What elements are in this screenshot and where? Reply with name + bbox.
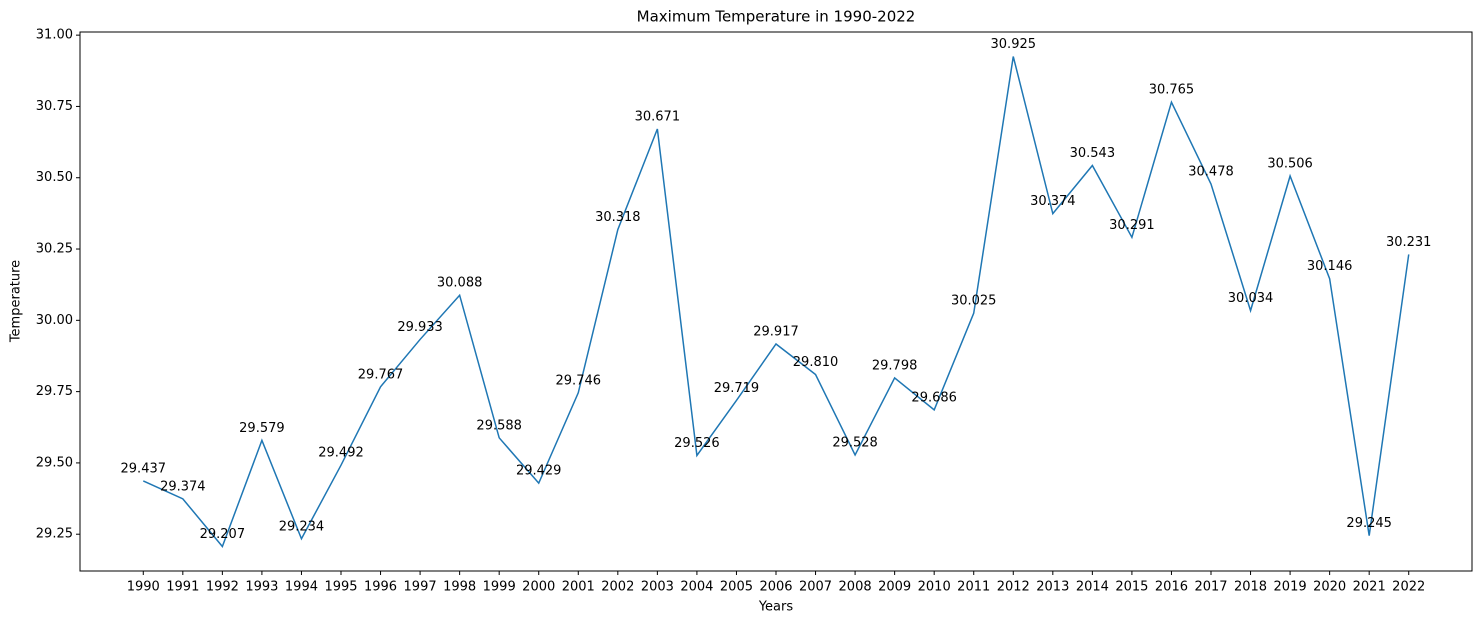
x-tick-label: 1990 — [127, 580, 160, 595]
data-label: 29.810 — [793, 355, 839, 370]
x-tick-label: 2008 — [839, 580, 872, 595]
data-label: 29.207 — [200, 527, 246, 542]
y-tick-label: 29.75 — [36, 384, 73, 399]
chart-title: Maximum Temperature in 1990-2022 — [637, 8, 916, 26]
data-label: 29.917 — [753, 324, 799, 339]
data-label: 30.765 — [1149, 83, 1195, 98]
y-tick-label: 29.25 — [36, 527, 73, 542]
x-tick-label: 2014 — [1076, 580, 1109, 595]
data-label: 30.374 — [1030, 194, 1076, 209]
data-label: 29.374 — [160, 479, 206, 494]
data-label: 29.719 — [714, 381, 760, 396]
data-label: 30.478 — [1188, 165, 1234, 180]
data-label: 29.234 — [279, 519, 325, 534]
x-axis-label: Years — [758, 600, 794, 615]
data-label: 30.088 — [437, 276, 483, 291]
x-tick-label: 2000 — [522, 580, 555, 595]
y-axis-label: Temperature — [9, 260, 24, 343]
data-label: 29.245 — [1346, 516, 1392, 531]
x-tick-label: 2015 — [1115, 580, 1148, 595]
x-tick-label: 2020 — [1313, 580, 1346, 595]
y-tick-label: 30.00 — [36, 313, 73, 328]
data-label: 29.526 — [674, 436, 720, 451]
x-tick-label: 2010 — [918, 580, 951, 595]
data-label: 30.034 — [1228, 291, 1274, 306]
x-tick-label: 2012 — [997, 580, 1030, 595]
x-tick-label: 2011 — [957, 580, 990, 595]
x-tick-label: 1997 — [404, 580, 437, 595]
data-label: 30.025 — [951, 294, 997, 309]
x-tick-label: 2002 — [601, 580, 634, 595]
data-label: 29.686 — [911, 390, 957, 405]
x-tick-label: 2016 — [1155, 580, 1188, 595]
data-label: 29.767 — [358, 367, 404, 382]
data-label: 30.146 — [1307, 259, 1353, 274]
data-label: 30.318 — [595, 210, 641, 225]
x-tick-label: 2004 — [680, 580, 713, 595]
data-label: 29.746 — [556, 373, 602, 388]
x-tick-label: 2019 — [1274, 580, 1307, 595]
data-label: 29.933 — [397, 320, 443, 335]
data-label: 30.506 — [1267, 157, 1313, 172]
x-tick-label: 2001 — [562, 580, 595, 595]
x-tick-label: 1991 — [166, 580, 199, 595]
data-label: 29.579 — [239, 421, 285, 436]
data-label: 29.437 — [121, 461, 167, 476]
x-tick-label: 2006 — [759, 580, 792, 595]
x-tick-label: 1996 — [364, 580, 397, 595]
data-label: 29.429 — [516, 464, 562, 479]
x-tick-label: 2007 — [799, 580, 832, 595]
data-label: 30.291 — [1109, 218, 1155, 233]
data-label: 30.231 — [1386, 235, 1432, 250]
x-tick-label: 1995 — [324, 580, 357, 595]
x-tick-label: 1994 — [285, 580, 318, 595]
x-tick-label: 2018 — [1234, 580, 1267, 595]
data-label: 29.492 — [318, 446, 364, 461]
x-tick-label: 2009 — [878, 580, 911, 595]
data-label: 30.543 — [1070, 146, 1116, 161]
x-tick-label: 2017 — [1194, 580, 1227, 595]
data-label: 30.925 — [991, 37, 1037, 52]
data-label: 30.671 — [635, 109, 681, 124]
x-tick-label: 1992 — [206, 580, 239, 595]
y-tick-label: 30.25 — [36, 242, 73, 257]
x-tick-label: 1998 — [443, 580, 476, 595]
data-label: 29.588 — [476, 418, 522, 433]
x-tick-label: 2003 — [641, 580, 674, 595]
y-tick-label: 30.50 — [36, 170, 73, 185]
y-tick-label: 29.50 — [36, 455, 73, 470]
y-tick-label: 30.75 — [36, 99, 73, 114]
x-tick-label: 2013 — [1036, 580, 1069, 595]
x-tick-label: 1999 — [483, 580, 516, 595]
x-tick-label: 2021 — [1353, 580, 1386, 595]
x-tick-label: 2022 — [1392, 580, 1425, 595]
line-series — [142, 56, 1410, 548]
y-tick-label: 31.00 — [36, 28, 73, 43]
data-label: 29.798 — [872, 358, 918, 373]
x-tick-label: 2005 — [720, 580, 753, 595]
data-label: 29.528 — [832, 435, 878, 450]
x-tick-label: 1993 — [245, 580, 278, 595]
